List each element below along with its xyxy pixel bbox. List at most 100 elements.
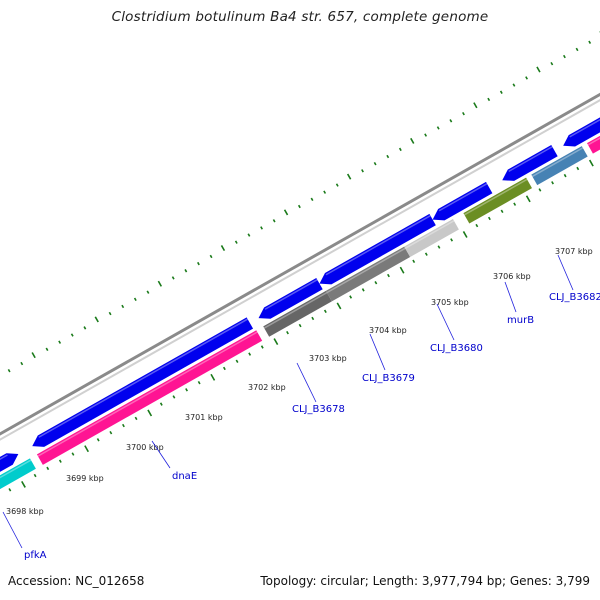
inner-tick-mark xyxy=(424,252,428,256)
cds-arrow xyxy=(32,317,254,447)
inner-tick-mark xyxy=(323,309,327,313)
inner-tick-mark xyxy=(475,223,479,228)
cds-block xyxy=(404,218,459,258)
outer-tick-mark xyxy=(7,369,11,373)
cds-arrow xyxy=(432,181,493,221)
inner-tick-mark xyxy=(563,173,567,178)
inner-tick-mark xyxy=(235,359,239,363)
genome-summary: Topology: circular; Length: 3,977,794 bp… xyxy=(260,574,590,588)
backbone-track xyxy=(0,92,600,441)
cds-arrow xyxy=(319,213,436,285)
inner-tick-mark xyxy=(500,209,504,214)
feature-highlight xyxy=(0,454,8,461)
inner-tick-mark xyxy=(374,281,378,285)
feature-highlight xyxy=(325,215,431,276)
cds-block xyxy=(463,177,532,224)
feature-highlight xyxy=(326,247,406,294)
outer-tick-mark xyxy=(373,161,377,166)
outer-tick-mark xyxy=(487,97,491,102)
inner-tick-mark xyxy=(58,459,62,463)
inner-tick-mark xyxy=(437,245,441,249)
feature-highlight xyxy=(464,178,528,216)
outer-tick-mark xyxy=(197,261,200,266)
outer-tick-mark xyxy=(525,76,529,80)
inner-tick-mark xyxy=(134,416,138,421)
tick-label: 3702 kbp xyxy=(248,383,286,392)
tick-label: 3703 kbp xyxy=(309,354,347,363)
inner-tick-mark xyxy=(71,452,75,456)
gene-leader-line xyxy=(557,254,574,291)
inner-tick-mark xyxy=(311,316,315,321)
inner-tick-mark xyxy=(33,473,37,478)
gene-label: pfkA xyxy=(24,550,47,561)
backbone-line-inner xyxy=(0,99,600,441)
outer-tick-mark xyxy=(272,219,276,223)
cds-block xyxy=(36,330,263,465)
map-title: Clostridium botulinum Ba4 str. 657, comp… xyxy=(111,9,489,25)
gene-leader-line xyxy=(151,440,171,469)
inner-tick-mark xyxy=(122,423,125,428)
outer-tick-mark xyxy=(536,66,541,73)
tick-label: 3705 kbp xyxy=(431,298,469,307)
outer-tick-mark xyxy=(462,111,465,116)
inner-tick-mark xyxy=(525,195,531,203)
cds-arrow xyxy=(502,144,558,181)
gene-label: dnaE xyxy=(172,471,197,482)
outer-tick-mark xyxy=(94,316,99,323)
feature-highlight xyxy=(531,147,584,178)
inner-tick-mark xyxy=(159,402,163,406)
outer-tick-mark xyxy=(157,280,163,287)
inner-tick-mark xyxy=(260,345,264,349)
inner-tick-mark xyxy=(286,331,289,335)
inner-tick-mark xyxy=(185,388,188,392)
inner-tick-mark xyxy=(588,159,594,167)
outer-tick-mark xyxy=(361,169,364,173)
outer-tick-mark xyxy=(108,311,112,316)
inner-tick-mark xyxy=(210,373,216,381)
gene-leader-line xyxy=(369,333,386,371)
cds-block xyxy=(263,290,332,337)
outer-tick-mark xyxy=(209,254,213,259)
tick-label: 3701 kbp xyxy=(185,413,223,422)
outer-tick-mark xyxy=(220,245,226,252)
inner-tick-mark xyxy=(46,466,50,471)
tick-label: 3698 kbp xyxy=(6,507,44,516)
inner-tick-mark xyxy=(109,430,113,435)
feature-highlight xyxy=(37,331,258,457)
inner-tick-mark xyxy=(96,438,100,442)
inner-tick-mark xyxy=(361,288,365,292)
outer-tick-mark xyxy=(323,190,327,194)
feature-highlight xyxy=(438,183,488,212)
tick-label: 3707 kbp xyxy=(555,247,593,256)
outer-tick-mark xyxy=(31,352,36,359)
inner-tick-mark xyxy=(222,366,226,371)
outer-tick-mark xyxy=(310,197,314,202)
inner-tick-track xyxy=(8,159,594,492)
cds-arrow xyxy=(0,453,19,472)
outer-tick-mark xyxy=(346,173,352,180)
gene-label: CLJ_B3682 xyxy=(549,292,600,303)
outer-tick-mark xyxy=(234,240,238,244)
gene-leader-line xyxy=(504,281,517,313)
cds-arrow xyxy=(258,277,323,319)
tick-label: 3699 kbp xyxy=(66,474,104,483)
outer-tick-mark xyxy=(398,147,402,152)
inner-tick-mark xyxy=(172,395,176,399)
inner-tick-mark xyxy=(412,259,416,264)
outer-tick-mark xyxy=(121,304,125,309)
backbone-line-outer xyxy=(0,92,600,436)
cds-block xyxy=(587,135,600,154)
accession-label: Accession: NC_012658 xyxy=(8,574,145,588)
gene-leader-line xyxy=(296,362,317,403)
inner-tick-mark xyxy=(273,338,279,346)
inner-tick-mark xyxy=(147,409,153,417)
feature-highlight xyxy=(404,220,455,249)
outer-tick-mark xyxy=(473,102,478,109)
outer-tick-mark xyxy=(146,290,150,294)
tick-label: 3700 kbp xyxy=(126,443,164,452)
feature-highlight xyxy=(0,459,32,479)
feature-track xyxy=(0,117,600,490)
tick-label-group: 3698 kbp 3699 kbp 3700 kbp 3701 kbp 3702 kbp… xyxy=(6,247,593,516)
inner-tick-mark xyxy=(488,216,491,221)
